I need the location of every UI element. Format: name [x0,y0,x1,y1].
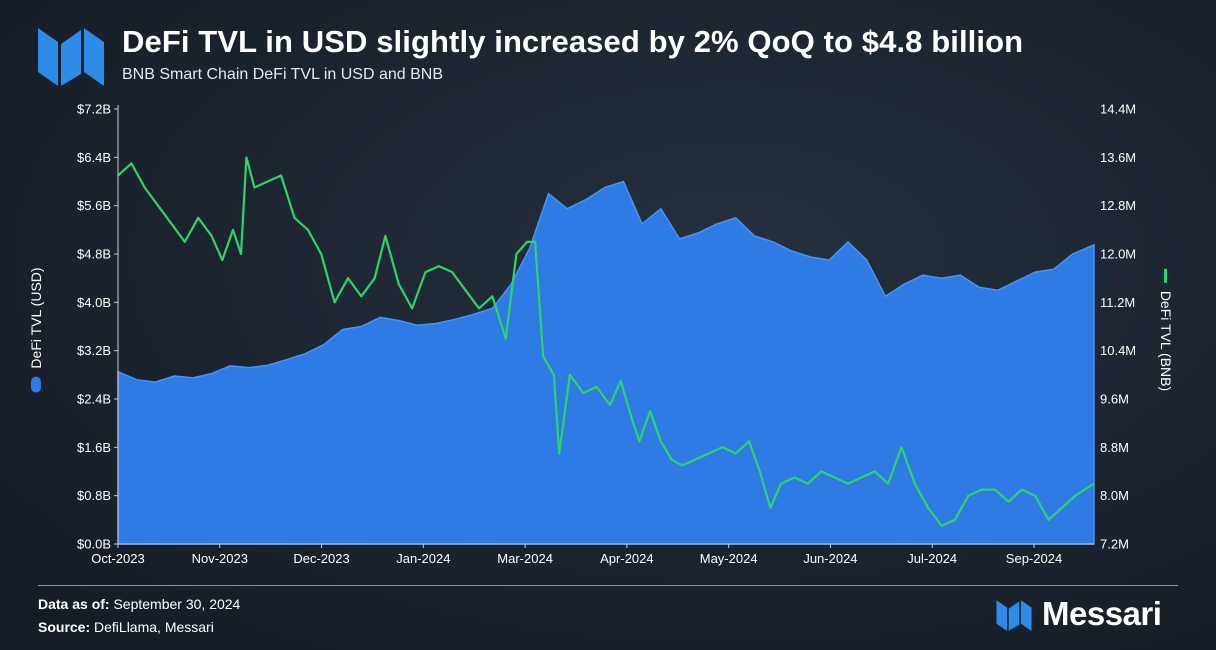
y-axis-left-label: DeFi TVL (USD) [28,267,44,369]
source-note: Source: DefiLlama, Messari [38,619,214,635]
chart-title: DeFi TVL in USD slightly increased by 2%… [122,24,1024,59]
x-tick-label: Nov-2023 [192,551,248,566]
y-left-tick-label: $5.6B [77,198,111,213]
y-right-tick-label: 10.4M [1100,343,1136,358]
chart-canvas: $0.0B $0.8B $1.6B $2.4B $3.2B $4.0B $4.8B $5.6B… [77,102,1136,566]
messari-logo-icon [38,28,104,86]
x-tick-label: Jun-2024 [803,551,857,566]
y-left-tick-label: $3.2B [77,343,111,358]
y-right-tick-label: 13.6M [1100,150,1136,165]
bnb-line-series [117,156,1095,527]
bnb-legend-key-icon [1164,268,1168,283]
y-right-tick-label: 11.2M [1100,295,1135,310]
data-as-of-label: Data as of: [38,596,110,612]
messari-footer-logo-icon [996,600,1032,631]
x-tick-label: Sep-2024 [1006,551,1062,566]
usd-legend-key-icon [31,376,41,393]
data-as-of-value: September 30, 2024 [113,596,241,612]
x-tick-label: Jan-2024 [396,551,450,566]
y-left-tick-label: $4.0B [77,295,111,310]
usd-area-series [117,180,1095,545]
y-left-tick-label: $0.8B [77,488,111,503]
y-right-tick-label: 8.8M [1100,440,1129,455]
y-right-tick-label: 12.8M [1100,198,1136,213]
source-value: DefiLlama, Messari [94,619,214,635]
y-left-tick-label: $0.0B [77,537,111,552]
y-right-tick-label: 9.6M [1100,392,1129,407]
x-tick-label: May-2024 [700,551,758,566]
x-tick-label: Apr-2024 [600,551,653,566]
y-left-tick-label: $1.6B [77,440,111,455]
x-tick-label: Mar-2024 [497,551,553,566]
footer-divider [38,585,1178,586]
y-axis-right-label: DeFi TVL (BNB) [1158,290,1174,392]
y-left-tick-label: $6.4B [77,150,111,165]
chart-subtitle: BNB Smart Chain DeFi TVL in USD and BNB [122,66,444,83]
x-tick-label: Dec-2023 [293,551,349,566]
source-label: Source: [38,619,91,635]
y-left-tick-label: $2.4B [77,392,111,407]
footer-brand: Messari [996,595,1162,632]
y-right-tick-label: 8.0M [1100,488,1129,503]
y-right-tick-label: 12.0M [1100,247,1136,262]
y-left-tick-label: $4.8B [77,247,111,262]
x-tick-label: Jul-2024 [907,551,957,566]
x-tick-label: Oct-2023 [91,551,144,566]
data-as-of-note: Data as of: September 30, 2024 [38,596,240,612]
y-right-tick-label: 7.2M [1100,537,1129,552]
y-left-tick-label: $7.2B [77,102,111,117]
brand-name: Messari [1042,595,1162,632]
y-right-tick-label: 14.4M [1100,102,1136,117]
